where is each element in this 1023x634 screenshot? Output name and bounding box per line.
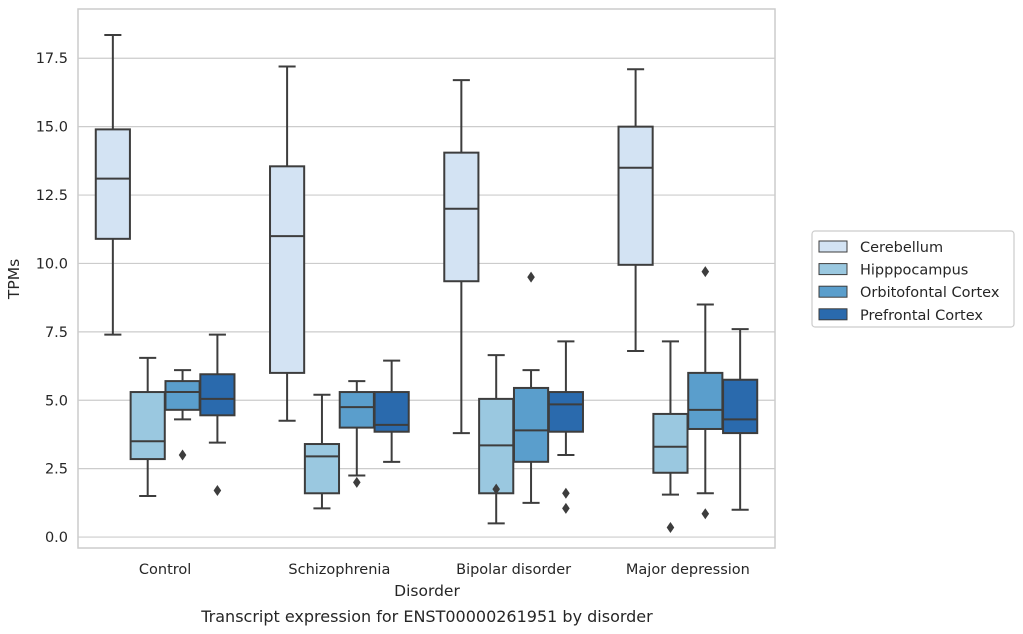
outlier-point: [492, 483, 500, 495]
box: [129, 356, 166, 498]
legend-swatch: [818, 263, 848, 276]
legend-swatch: [818, 285, 848, 298]
box-body: [547, 391, 584, 433]
plot-border: [77, 8, 776, 549]
box-body: [338, 391, 375, 429]
legend-entry: Hipppocampus: [860, 263, 968, 279]
box: [303, 393, 341, 510]
outlier-point: [666, 521, 675, 533]
plot-area: 0.0 2.5 5.0 7.5 10.0 12.5 15.0 17.5 Control Schiz…: [36, 8, 776, 578]
outlier-point: [701, 508, 710, 520]
box: [199, 333, 236, 497]
box-body: [722, 378, 759, 435]
outlier-point: [527, 271, 535, 283]
box: [547, 340, 584, 514]
outlier-point: [353, 476, 361, 488]
y-tick-label: 7.5: [45, 325, 68, 341]
box-body: [129, 391, 166, 461]
box-body: [617, 125, 654, 266]
legend-frame: [811, 230, 1015, 328]
x-tick-label: Major depression: [626, 562, 750, 578]
box-body: [512, 386, 550, 463]
outlier-point: [562, 502, 570, 514]
box: [617, 68, 654, 353]
box-body: [164, 380, 201, 411]
box: [373, 359, 410, 463]
x-tick-label: Schizophrenia: [288, 562, 390, 578]
box: [512, 271, 550, 504]
box-body: [303, 443, 341, 495]
y-tick-label: 15.0: [36, 120, 68, 136]
legend-entry: Orbitofontal Cortex: [860, 285, 1000, 301]
outlier-point: [213, 485, 222, 497]
box-body: [652, 412, 689, 474]
box: [269, 65, 306, 422]
x-tick-label: Bipolar disorder: [456, 562, 571, 578]
box: [94, 33, 131, 336]
outlier-point: [701, 266, 710, 278]
y-tick-label: 17.5: [36, 51, 68, 67]
box-body: [199, 373, 236, 417]
box: [338, 380, 375, 488]
box: [687, 266, 724, 520]
y-tick-label: 5.0: [45, 393, 68, 409]
x-axis-label: Disorder: [394, 582, 460, 600]
y-axis-label: TPMs: [5, 259, 23, 300]
y-tick-label: 2.5: [45, 462, 68, 478]
chart-caption: Transcript expression for ENST0000026195…: [200, 607, 653, 626]
box: [443, 79, 480, 435]
box: [722, 328, 759, 511]
box: [478, 354, 515, 525]
y-tick-label: 10.0: [36, 256, 68, 272]
box-body: [687, 371, 724, 430]
box-body: [94, 128, 131, 240]
y-tick-label: 12.5: [36, 188, 68, 204]
legend-entry: Cerebellum: [860, 240, 943, 256]
legend-swatch: [818, 240, 848, 253]
box: [652, 340, 689, 533]
outlier-point: [562, 487, 570, 499]
x-tick-label: Control: [139, 562, 191, 578]
outlier-point: [178, 449, 187, 461]
legend-entry: Prefrontal Cortex: [860, 308, 983, 324]
legend-swatch: [818, 308, 848, 321]
y-tick-label: 0.0: [45, 530, 68, 546]
box-body: [269, 165, 306, 374]
legend: Cerebellum Hipppocampus Orbitofontal Corte…: [811, 230, 1015, 328]
box-body: [443, 151, 480, 283]
